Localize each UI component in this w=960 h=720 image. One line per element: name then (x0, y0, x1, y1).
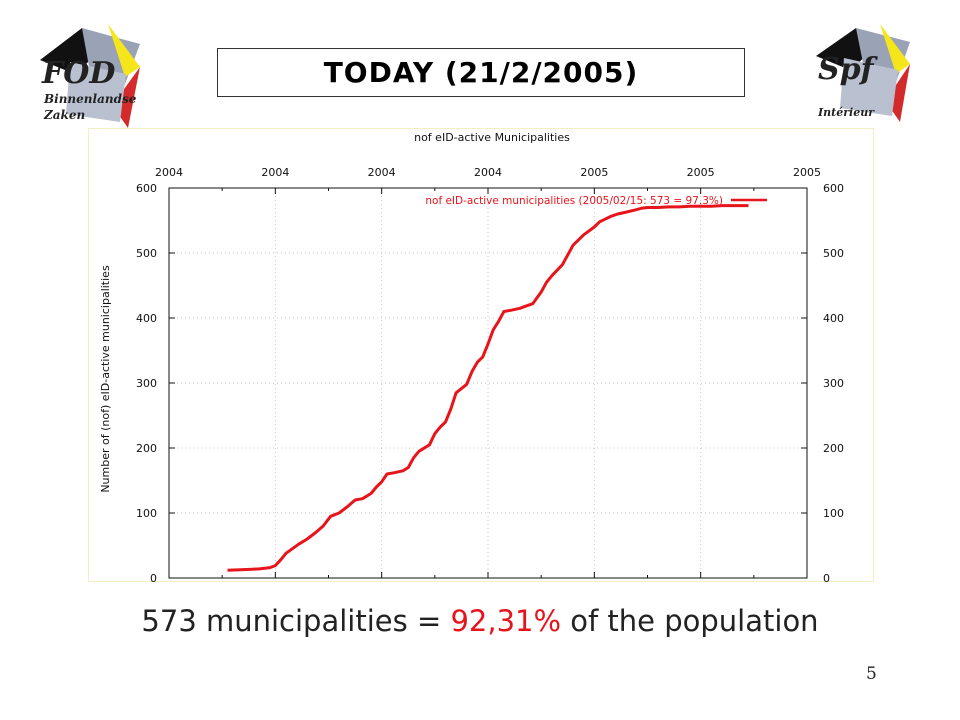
chart-panel: nof eID-active Municipalities Number of … (88, 128, 874, 585)
x-tick-label: 2004 (368, 166, 396, 179)
y-tick-label-left: 400 (136, 312, 157, 325)
y-tick-label-right: 400 (823, 312, 844, 325)
spf-logo-subtext: Intérieur (818, 106, 874, 119)
x-tick-label: 2004 (474, 166, 502, 179)
chart-title: nof eID-active Municipalities (414, 131, 570, 144)
spf-logo: Spf Intérieur (810, 22, 920, 127)
x-tick-label: 2005 (687, 166, 715, 179)
fod-logo-text: FOD (42, 56, 116, 91)
y-tick-label-right: 600 (823, 182, 844, 195)
line-chart: nof eID-active Municipalities Number of … (99, 131, 844, 585)
caption-suffix: of the population (561, 604, 819, 638)
plot-frame (168, 187, 808, 579)
title-box: TODAY (21/2/2005) (217, 48, 745, 97)
y-tick-label-right: 300 (823, 377, 844, 390)
y-tick-label-right: 0 (823, 572, 830, 583)
x-tick-label: 2004 (155, 166, 183, 179)
legend-label: nof eID-active municipalities (2005/02/1… (425, 195, 723, 207)
y-tick-label-right: 500 (823, 247, 844, 260)
y-tick-label-right: 200 (823, 442, 844, 455)
fod-logo-subtext-1: Binnenlandse (44, 92, 137, 106)
spf-logo-text: Spf (818, 52, 874, 87)
fod-logo: FOD Binnenlandse Zaken (30, 22, 150, 132)
caption-prefix: 573 municipalities = (141, 604, 451, 638)
y-tick-label-left: 100 (136, 507, 157, 520)
slide-title: TODAY (21/2/2005) (323, 56, 639, 89)
legend: nof eID-active municipalities (2005/02/1… (425, 195, 767, 207)
caption: 573 municipalities = 92,31% of the popul… (0, 604, 960, 638)
x-tick-label: 2005 (793, 166, 821, 179)
x-tick-label: 2004 (261, 166, 289, 179)
y-tick-label-left: 200 (136, 442, 157, 455)
y-axis-label: Number of (nof) eID-active municipalitie… (99, 265, 112, 493)
grid (169, 188, 807, 578)
x-tick-label: 2005 (580, 166, 608, 179)
y-tick-label-left: 600 (136, 182, 157, 195)
y-tick-label-left: 0 (150, 572, 157, 583)
series-line (227, 204, 749, 572)
y-tick-label-right: 100 (823, 507, 844, 520)
fod-logo-graphic (40, 24, 140, 128)
y-tick-label-left: 500 (136, 247, 157, 260)
fod-logo-subtext-2: Zaken (44, 108, 86, 122)
caption-highlight: 92,31% (450, 604, 562, 638)
series-layer (227, 204, 749, 572)
y-tick-label-left: 300 (136, 377, 157, 390)
page-number: 5 (866, 664, 877, 684)
spf-logo-graphic (816, 24, 910, 122)
